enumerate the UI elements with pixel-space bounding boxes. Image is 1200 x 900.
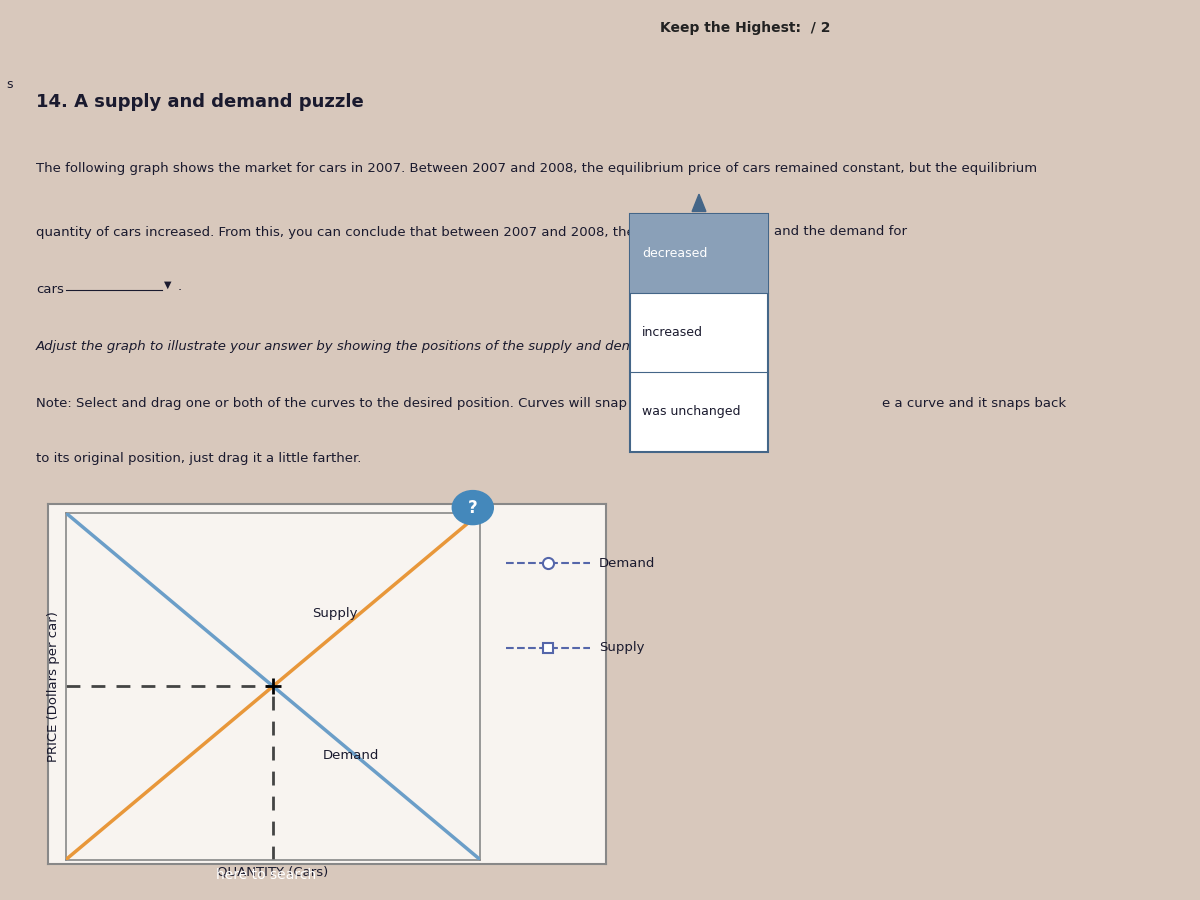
Text: 14. A supply and demand puzzle: 14. A supply and demand puzzle	[36, 93, 364, 111]
FancyBboxPatch shape	[630, 214, 768, 293]
Text: Keep the Highest:  / 2: Keep the Highest: / 2	[660, 22, 830, 35]
Text: ?: ?	[468, 499, 478, 517]
Text: Supply: Supply	[312, 608, 358, 620]
Text: cars: cars	[36, 284, 64, 296]
Text: was unchanged: was unchanged	[642, 406, 740, 419]
Text: increased: increased	[642, 327, 703, 339]
Text: The following graph shows the market for cars in 2007. Between 2007 and 2008, th: The following graph shows the market for…	[36, 162, 1037, 175]
Text: Adjust the graph to illustrate your answer by showing the positions of the suppl: Adjust the graph to illustrate your answ…	[36, 340, 725, 353]
X-axis label: QUANTITY (Cars): QUANTITY (Cars)	[217, 865, 329, 878]
Circle shape	[452, 491, 493, 525]
FancyBboxPatch shape	[630, 214, 768, 452]
Text: ▼: ▼	[742, 225, 749, 236]
Text: Supply: Supply	[599, 642, 644, 654]
Text: decreased: decreased	[642, 248, 707, 260]
Text: .: .	[178, 280, 181, 292]
Text: and the demand for: and the demand for	[774, 225, 907, 238]
Polygon shape	[692, 194, 706, 212]
Text: Demand: Demand	[323, 749, 379, 761]
Text: quantity of cars increased. From this, you can conclude that between 2007 and 20: quantity of cars increased. From this, y…	[36, 226, 732, 239]
Text: s: s	[6, 78, 12, 91]
Text: ▼: ▼	[164, 280, 172, 290]
Text: to its original position, just drag it a little farther.: to its original position, just drag it a…	[36, 452, 361, 464]
Text: Note: Select and drag one or both of the curves to the desired position. Curves : Note: Select and drag one or both of the…	[36, 397, 730, 410]
Text: e a curve and it snaps back: e a curve and it snaps back	[882, 397, 1066, 410]
Text: Demand: Demand	[599, 557, 655, 570]
Y-axis label: PRICE (Dollars per car): PRICE (Dollars per car)	[48, 611, 60, 761]
Text: here to search: here to search	[216, 868, 316, 882]
